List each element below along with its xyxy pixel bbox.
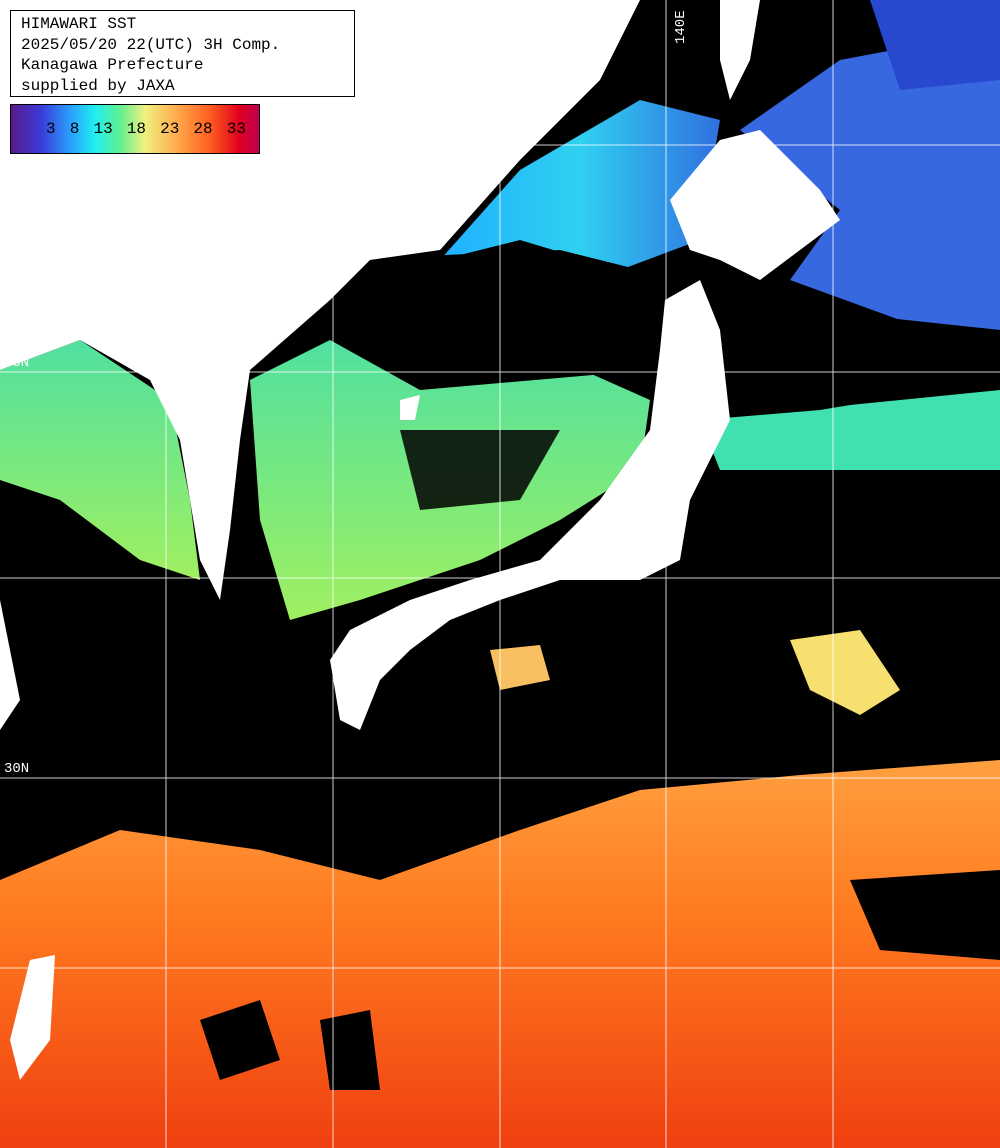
coast — [0, 600, 20, 730]
colorbar-label: 13 — [93, 120, 113, 138]
cloud — [850, 870, 1000, 960]
cool-sea — [440, 100, 720, 270]
warm-patch — [790, 630, 900, 715]
sakhalin — [720, 0, 760, 100]
latitude-label: 40N — [4, 355, 29, 371]
taiwan — [10, 955, 55, 1080]
title-line: Kanagawa Prefecture — [21, 56, 204, 74]
cold-sea — [740, 30, 1000, 330]
title-line: 2025/05/20 22(UTC) 3H Comp. — [21, 35, 281, 54]
cloud — [720, 300, 1000, 410]
cloud — [200, 1000, 280, 1080]
colorbar-label: 3 — [46, 120, 56, 138]
title-line: HIMAWARI SST — [21, 15, 137, 33]
cloud — [320, 1010, 380, 1090]
temperate-sea — [700, 380, 1000, 470]
longitude-label: 140E — [673, 10, 689, 44]
warm-patch — [490, 645, 550, 690]
info-box: HIMAWARI SST 2025/05/20 22(UTC) 3H Comp.… — [10, 10, 355, 97]
japan — [330, 280, 730, 730]
temperate-sea — [0, 340, 200, 580]
colorbar-label: 18 — [126, 120, 146, 138]
hokkaido — [670, 130, 840, 280]
cloud — [400, 430, 560, 510]
island — [400, 395, 420, 420]
latitude-label: 30N — [4, 761, 29, 777]
title-line: supplied by JAXA — [21, 76, 175, 95]
colorbar-label: 33 — [226, 120, 246, 138]
colorbar-label: 28 — [193, 120, 213, 138]
colorbar: 3 8 13 18 23 28 33 — [10, 104, 260, 154]
cloud — [330, 250, 680, 390]
colorbar-label: 8 — [69, 120, 80, 138]
cold-sea — [870, 0, 1000, 90]
colorbar-label: 23 — [160, 120, 180, 138]
